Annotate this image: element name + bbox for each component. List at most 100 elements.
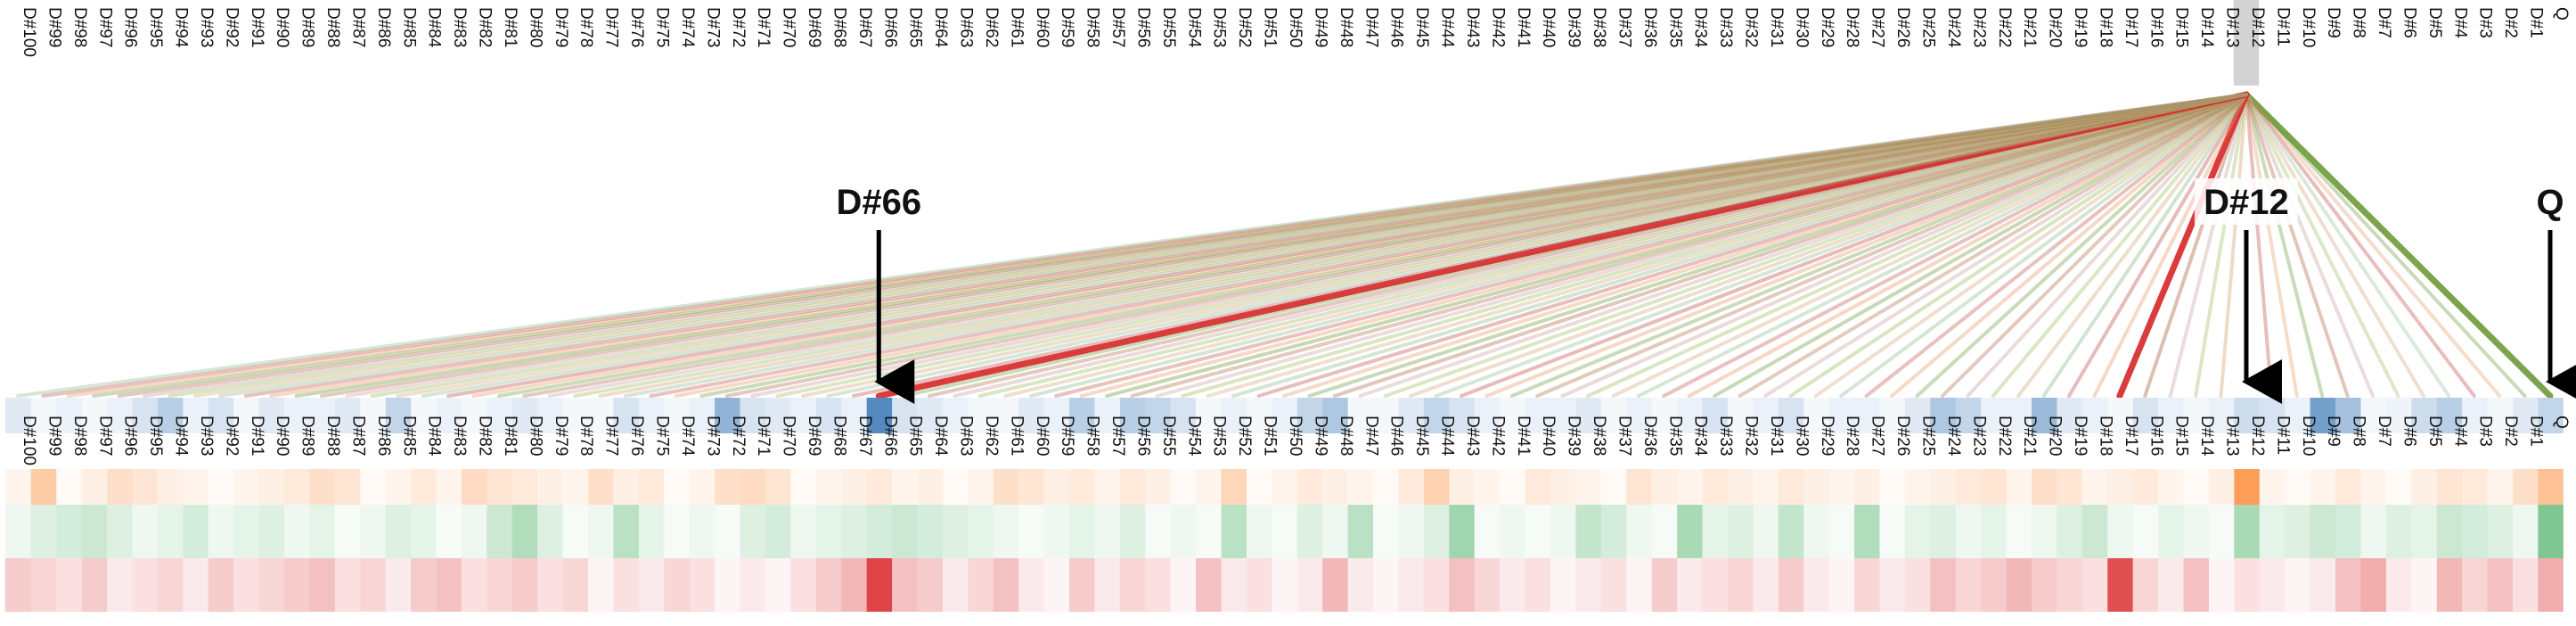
- bottom-label[interactable]: D#92: [222, 416, 241, 456]
- top-label[interactable]: D#63: [957, 7, 976, 47]
- bottom-label[interactable]: D#57: [1108, 416, 1127, 456]
- bottom-label[interactable]: D#42: [1488, 416, 1507, 456]
- top-label[interactable]: D#86: [374, 7, 393, 47]
- top-label[interactable]: D#35: [1665, 7, 1684, 47]
- top-label[interactable]: D#6: [2400, 7, 2418, 38]
- bottom-label[interactable]: D#99: [45, 416, 63, 456]
- bottom-label[interactable]: D#73: [703, 416, 722, 456]
- top-label[interactable]: D#23: [1969, 7, 1988, 47]
- bottom-label[interactable]: D#33: [1716, 416, 1735, 456]
- bottom-label[interactable]: D#27: [1869, 416, 1887, 456]
- bottom-label[interactable]: D#74: [678, 416, 697, 457]
- bottom-label[interactable]: D#47: [1362, 416, 1380, 456]
- top-label[interactable]: D#81: [501, 7, 519, 47]
- top-label[interactable]: D#60: [1033, 7, 1051, 47]
- bottom-label[interactable]: D#9: [2324, 416, 2343, 447]
- bottom-label[interactable]: D#78: [577, 416, 595, 456]
- bottom-label[interactable]: D#20: [2046, 416, 2065, 456]
- bottom-label[interactable]: D#5: [2425, 416, 2444, 447]
- top-label[interactable]: D#22: [1995, 7, 2014, 47]
- top-label[interactable]: D#95: [146, 7, 165, 47]
- top-label[interactable]: D#59: [1058, 7, 1076, 47]
- top-label[interactable]: D#72: [729, 7, 748, 47]
- top-label[interactable]: D#7: [2375, 7, 2393, 38]
- bottom-label[interactable]: D#85: [399, 416, 418, 456]
- top-label[interactable]: D#67: [855, 7, 874, 47]
- bottom-label[interactable]: D#91: [248, 416, 266, 456]
- top-label[interactable]: D#55: [1159, 7, 1178, 47]
- bottom-label[interactable]: D#51: [1261, 416, 1280, 456]
- bottom-label[interactable]: D#69: [805, 416, 823, 456]
- top-label[interactable]: D#48: [1337, 7, 1355, 47]
- bottom-label[interactable]: D#68: [830, 416, 848, 456]
- bottom-label[interactable]: D#48: [1337, 416, 1355, 456]
- bottom-label[interactable]: D#36: [1640, 416, 1659, 456]
- bottom-label[interactable]: D#30: [1792, 416, 1811, 456]
- top-label[interactable]: D#65: [906, 7, 925, 47]
- top-label[interactable]: D#4: [2450, 7, 2469, 38]
- bottom-label[interactable]: D#13: [2223, 416, 2242, 456]
- top-label[interactable]: D#39: [1565, 7, 1583, 47]
- top-label[interactable]: Q: [2552, 7, 2571, 21]
- bottom-label[interactable]: D#70: [780, 416, 798, 456]
- top-label[interactable]: D#33: [1716, 7, 1735, 47]
- bottom-label[interactable]: D#76: [627, 416, 646, 456]
- top-label[interactable]: D#62: [982, 7, 1001, 47]
- top-label[interactable]: D#85: [399, 7, 418, 47]
- bottom-label[interactable]: Q: [2552, 416, 2571, 429]
- bottom-label[interactable]: D#75: [653, 416, 672, 456]
- bottom-label[interactable]: D#1: [2527, 416, 2546, 447]
- bottom-label[interactable]: D#24: [1944, 416, 1963, 457]
- top-label[interactable]: D#8: [2350, 7, 2368, 38]
- top-label[interactable]: D#32: [1742, 7, 1761, 47]
- top-label[interactable]: D#93: [197, 7, 216, 47]
- bottom-label[interactable]: D#37: [1615, 416, 1633, 456]
- top-label[interactable]: D#26: [1893, 7, 1912, 47]
- top-label[interactable]: D#84: [425, 7, 444, 48]
- bottom-label[interactable]: D#86: [374, 416, 393, 456]
- bottom-label[interactable]: D#17: [2122, 416, 2140, 456]
- top-label[interactable]: D#25: [1919, 7, 1938, 47]
- top-label[interactable]: D#15: [2172, 7, 2191, 47]
- bottom-label[interactable]: D#67: [855, 416, 874, 456]
- bottom-label[interactable]: D#39: [1565, 416, 1583, 456]
- top-label[interactable]: D#100: [20, 7, 38, 57]
- bottom-label[interactable]: D#97: [95, 416, 114, 456]
- top-label[interactable]: D#66: [880, 7, 899, 47]
- top-label[interactable]: D#30: [1792, 7, 1811, 47]
- top-label[interactable]: D#17: [2122, 7, 2140, 47]
- top-label[interactable]: D#53: [1210, 7, 1229, 47]
- bottom-label[interactable]: D#82: [476, 416, 495, 456]
- bottom-label[interactable]: D#26: [1893, 416, 1912, 456]
- top-label[interactable]: D#61: [1007, 7, 1026, 47]
- top-label[interactable]: D#2: [2501, 7, 2520, 38]
- bottom-label[interactable]: D#80: [526, 416, 544, 456]
- bottom-label[interactable]: D#79: [552, 416, 570, 456]
- top-label[interactable]: D#41: [1514, 7, 1533, 47]
- bottom-label[interactable]: D#56: [1133, 416, 1152, 456]
- top-label[interactable]: D#9: [2324, 7, 2343, 38]
- top-label[interactable]: D#34: [1691, 7, 1710, 48]
- bottom-label[interactable]: D#45: [1412, 416, 1431, 456]
- bottom-label[interactable]: D#71: [754, 416, 773, 456]
- bottom-label[interactable]: D#94: [172, 416, 191, 457]
- top-label[interactable]: D#73: [703, 7, 722, 47]
- top-label[interactable]: D#99: [45, 7, 63, 47]
- top-label[interactable]: D#52: [1235, 7, 1254, 47]
- bottom-label[interactable]: D#77: [602, 416, 621, 456]
- top-label[interactable]: D#24: [1944, 7, 1963, 48]
- top-label[interactable]: D#29: [1818, 7, 1836, 47]
- bottom-label[interactable]: D#25: [1919, 416, 1938, 456]
- top-label[interactable]: D#89: [298, 7, 317, 47]
- top-label[interactable]: D#77: [602, 7, 621, 47]
- top-label[interactable]: D#40: [1539, 7, 1558, 47]
- top-label[interactable]: D#13: [2223, 7, 2242, 47]
- top-label[interactable]: D#50: [1286, 7, 1304, 47]
- bottom-label[interactable]: D#64: [931, 416, 950, 457]
- bottom-label[interactable]: D#63: [957, 416, 976, 456]
- bottom-label[interactable]: D#16: [2147, 416, 2165, 456]
- top-label[interactable]: D#10: [2299, 7, 2318, 47]
- bottom-label[interactable]: D#53: [1210, 416, 1229, 456]
- top-label[interactable]: D#31: [1767, 7, 1786, 47]
- top-label[interactable]: D#47: [1362, 7, 1380, 47]
